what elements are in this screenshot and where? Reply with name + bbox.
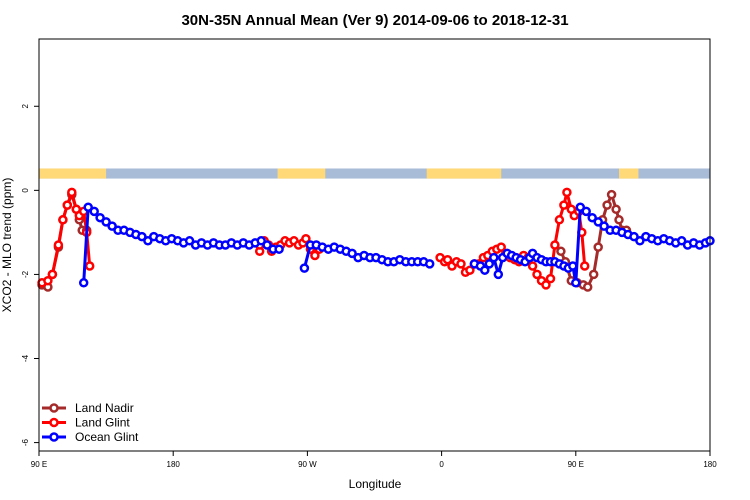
data-point bbox=[602, 200, 612, 210]
data-point bbox=[84, 261, 95, 271]
land-band bbox=[39, 168, 107, 179]
y-axis-ticks: 2 0 -2 -4 -6 bbox=[21, 103, 39, 446]
chart-title: 30N-35N Annual Mean (Ver 9) 2014-09-06 t… bbox=[181, 12, 568, 29]
data-point bbox=[58, 215, 68, 225]
data-point bbox=[559, 200, 569, 210]
data-point bbox=[442, 254, 453, 265]
data-point bbox=[347, 248, 357, 259]
y-tick-label: 0 bbox=[21, 188, 30, 193]
land-band bbox=[619, 168, 639, 179]
data-point bbox=[424, 259, 435, 269]
y-tick-label: -2 bbox=[21, 270, 30, 278]
legend-label: Land Nadir bbox=[75, 401, 134, 415]
legend-label: Land Glint bbox=[75, 416, 130, 430]
data-point bbox=[568, 261, 578, 271]
data-point bbox=[676, 236, 687, 246]
data-point bbox=[527, 261, 538, 271]
legend-swatch-marker bbox=[49, 417, 59, 428]
data-point bbox=[550, 240, 560, 250]
data-point bbox=[89, 206, 99, 217]
x-tick-label: 0 bbox=[439, 460, 444, 469]
data-point bbox=[635, 236, 645, 246]
data-point bbox=[53, 240, 64, 250]
data-point bbox=[143, 236, 153, 246]
data-point bbox=[137, 231, 147, 242]
data-point bbox=[262, 240, 272, 250]
data-point bbox=[489, 252, 499, 263]
data-point bbox=[43, 275, 53, 286]
data-point bbox=[184, 236, 195, 246]
data-point bbox=[95, 212, 105, 223]
series-group bbox=[37, 187, 715, 292]
y-tick-label: -4 bbox=[21, 354, 30, 362]
data-point bbox=[532, 269, 542, 280]
y-tick-label: -6 bbox=[21, 438, 30, 446]
data-point bbox=[611, 204, 621, 215]
x-tick-label: 90 W bbox=[298, 460, 317, 469]
data-point bbox=[629, 231, 639, 242]
plot-frame bbox=[38, 38, 711, 452]
data-point bbox=[484, 259, 495, 269]
data-point bbox=[575, 202, 586, 212]
data-point bbox=[582, 282, 593, 292]
land-band bbox=[277, 168, 326, 179]
data-point bbox=[599, 221, 609, 231]
data-point bbox=[587, 212, 597, 223]
legend-item: Land Glint bbox=[42, 416, 130, 430]
data-point bbox=[554, 215, 565, 225]
data-point bbox=[107, 221, 117, 231]
data-point bbox=[606, 189, 617, 200]
x-tick-label: 180 bbox=[167, 460, 181, 469]
data-point bbox=[614, 215, 624, 225]
legend-item: Land Nadir bbox=[42, 401, 134, 415]
series-ocean-glint bbox=[78, 202, 715, 288]
data-point bbox=[593, 242, 603, 252]
data-point bbox=[274, 244, 284, 254]
series-land-glint bbox=[37, 187, 590, 290]
data-point bbox=[571, 278, 581, 288]
data-point bbox=[480, 265, 490, 275]
data-point bbox=[581, 206, 591, 217]
legend-item: Ocean Glint bbox=[42, 430, 139, 444]
data-point bbox=[588, 269, 599, 280]
data-point bbox=[493, 269, 504, 280]
data-point bbox=[593, 217, 603, 227]
data-point bbox=[465, 265, 475, 275]
x-tick-label: 90 E bbox=[31, 460, 47, 469]
data-point bbox=[67, 187, 77, 198]
data-point bbox=[78, 278, 89, 288]
ocean-band bbox=[39, 168, 710, 179]
data-point bbox=[256, 236, 266, 246]
data-point bbox=[310, 250, 320, 261]
data-point bbox=[496, 242, 506, 252]
legend-swatch-marker bbox=[49, 432, 59, 442]
x-axis-label: Longitude bbox=[349, 477, 402, 491]
data-point bbox=[47, 269, 58, 280]
data-point bbox=[83, 202, 93, 212]
data-point bbox=[299, 263, 310, 273]
data-point bbox=[301, 233, 311, 244]
data-point bbox=[101, 217, 111, 227]
x-axis-ticks: 90 E 180 90 W 0 90 E 180 bbox=[31, 451, 717, 469]
y-tick-label: 2 bbox=[21, 103, 30, 108]
data-point bbox=[62, 200, 73, 210]
x-tick-label: 90 E bbox=[568, 460, 584, 469]
data-point bbox=[579, 261, 590, 271]
data-point bbox=[556, 246, 566, 257]
legend-swatch-marker bbox=[49, 403, 59, 413]
x-tick-label: 180 bbox=[703, 460, 717, 469]
data-point bbox=[541, 280, 551, 290]
data-point bbox=[562, 187, 572, 198]
data-point bbox=[456, 259, 466, 269]
data-point bbox=[545, 273, 556, 284]
land-band bbox=[426, 168, 502, 179]
legend-label: Ocean Glint bbox=[75, 430, 139, 444]
land-ocean-strip bbox=[39, 168, 710, 179]
y-axis-label: XCO2 - MLO trend (ppm) bbox=[0, 178, 14, 313]
